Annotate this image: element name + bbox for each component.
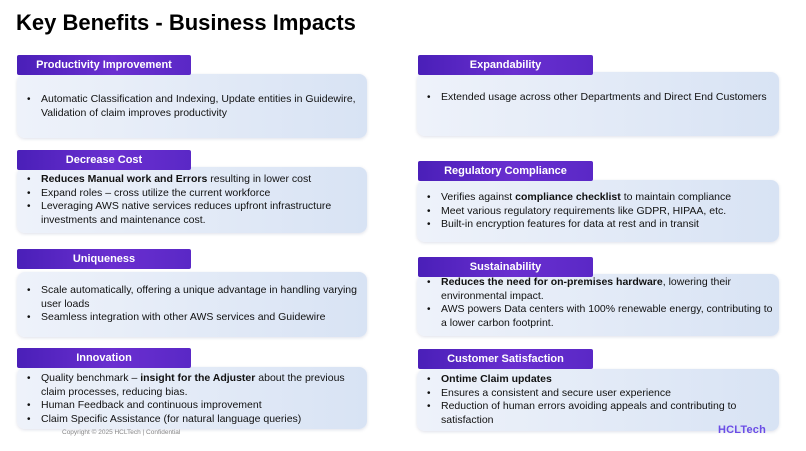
decrease-cost-label: Decrease Cost (17, 150, 191, 170)
bullet-text: Human Feedback and continuous improvemen… (41, 399, 262, 411)
regulatory-label: Regulatory Compliance (418, 161, 593, 181)
bullet-item: Seamless integration with other AWS serv… (27, 311, 367, 325)
sustainability-panel: Reduces the need for on-premises hardwar… (417, 274, 779, 336)
customer-satisfaction-list: Ontime Claim updatesEnsures a consistent… (417, 373, 779, 427)
bullet-text: Ensures a consistent and secure user exp… (441, 386, 671, 399)
bullet-text: resulting in lower cost (207, 173, 312, 185)
bullet-item: Extended usage across other Departments … (427, 91, 779, 105)
bullet-item: Claim Specific Assistance (for natural l… (27, 413, 367, 427)
bullet-item: Reduction of human errors avoiding appea… (427, 400, 779, 427)
bullet-text: Seamless integration with other AWS serv… (41, 311, 326, 323)
bullet-item: AWS powers Data centers with 100% renewa… (427, 303, 779, 330)
bullet-text: , lowering their environmental impact. (441, 276, 732, 302)
expandability-list: Extended usage across other Departments … (417, 91, 779, 105)
bullet-text: Expand roles – cross utilize the current… (41, 186, 271, 199)
page-title: Key Benefits - Business Impacts (16, 10, 356, 35)
customer-satisfaction-panel: Ontime Claim updatesEnsures a consistent… (417, 369, 779, 431)
bullet-item: Leveraging AWS native services reduces u… (27, 200, 367, 227)
bullet-text: Built-in encryption features for data at… (441, 218, 699, 230)
hcltech-logo: HCLTech (718, 424, 767, 436)
bullet-text: AWS powers Data centers with 100% renewa… (441, 303, 773, 329)
bullet-item: Reduces Manual work and Errors resulting… (27, 173, 367, 187)
bullet-text: to maintain compliance (620, 191, 732, 203)
bullet-item: Expand roles – cross utilize the current… (27, 187, 367, 201)
bullet-item: Human Feedback and continuous improvemen… (27, 399, 367, 413)
bullet-item: Quality benchmark – insight for the Adju… (27, 372, 367, 399)
bullet-item: Built-in encryption features for data at… (427, 218, 779, 232)
bullet-emphasis: Reduces the need for on-premises hardwar… (441, 276, 663, 288)
bullet-item: Ontime Claim updates (427, 373, 779, 387)
sustainability-label: Sustainability (418, 257, 593, 277)
bullet-prefix: Quality benchmark – (41, 372, 141, 384)
bullet-item: Automatic Classification and Indexing, U… (27, 93, 367, 120)
bullet-text: Reduction of human errors avoiding appea… (441, 400, 737, 426)
uniqueness-label: Uniqueness (17, 249, 191, 269)
bullet-text: Scale automatically, offering a unique a… (41, 284, 357, 310)
productivity-label: Productivity Improvement (17, 55, 191, 75)
uniqueness-list: Scale automatically, offering a unique a… (17, 284, 367, 325)
expandability-label: Expandability (418, 55, 593, 75)
innovation-label: Innovation (17, 348, 191, 368)
innovation-panel: Quality benchmark – insight for the Adju… (17, 367, 367, 429)
sustainability-list: Reduces the need for on-premises hardwar… (417, 276, 779, 330)
productivity-list: Automatic Classification and Indexing, U… (17, 93, 367, 120)
bullet-item: Verifies against compliance checklist to… (427, 191, 779, 205)
bullet-item: Meet various regulatory requirements lik… (427, 205, 779, 219)
regulatory-list: Verifies against compliance checklist to… (417, 191, 779, 232)
customer-satisfaction-label: Customer Satisfaction (418, 349, 593, 369)
expandability-panel: Extended usage across other Departments … (417, 72, 779, 136)
regulatory-panel: Verifies against compliance checklist to… (417, 180, 779, 242)
bullet-text: Automatic Classification and Indexing, U… (41, 93, 356, 119)
bullet-text: Leveraging AWS native services reduces u… (41, 200, 332, 226)
decrease-cost-panel: Reduces Manual work and Errors resulting… (17, 167, 367, 233)
bullet-emphasis: Ontime Claim updates (441, 373, 552, 385)
bullet-text: Extended usage across other Departments … (441, 91, 767, 103)
uniqueness-panel: Scale automatically, offering a unique a… (17, 272, 367, 337)
bullet-item: Reduces the need for on-premises hardwar… (427, 276, 779, 303)
innovation-list: Quality benchmark – insight for the Adju… (17, 372, 367, 426)
bullet-text: Meet various regulatory requirements lik… (441, 204, 727, 217)
productivity-panel: Automatic Classification and Indexing, U… (17, 74, 367, 138)
bullet-emphasis: insight for the Adjuster (140, 372, 256, 384)
decrease-cost-list: Reduces Manual work and Errors resulting… (17, 173, 367, 227)
bullet-text: Claim Specific Assistance (for natural l… (41, 412, 302, 425)
bullet-emphasis: Reduces Manual work and Errors (41, 173, 208, 185)
copyright-footer: Copyright © 2025 HCLTech | Confidential (62, 429, 181, 436)
bullet-item: Ensures a consistent and secure user exp… (427, 387, 779, 401)
bullet-prefix: Verifies against (441, 191, 516, 203)
bullet-emphasis: compliance checklist (515, 191, 621, 203)
bullet-text: about the previous claim processes, redu… (41, 372, 345, 398)
bullet-item: Scale automatically, offering a unique a… (27, 284, 367, 311)
